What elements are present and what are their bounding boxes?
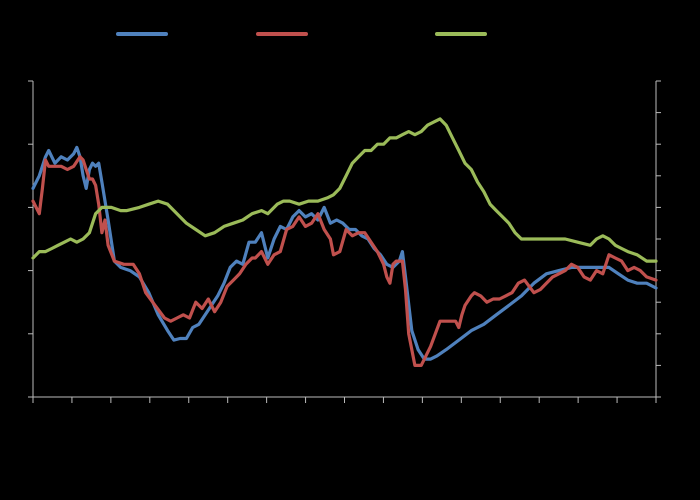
right-y-axis (655, 80, 661, 398)
plot-area (31, 117, 658, 367)
left-y-axis (28, 80, 34, 398)
series-line-2 (31, 155, 658, 367)
x-axis (32, 396, 657, 403)
series-line-3 (31, 117, 658, 263)
series-line-1 (31, 145, 658, 361)
